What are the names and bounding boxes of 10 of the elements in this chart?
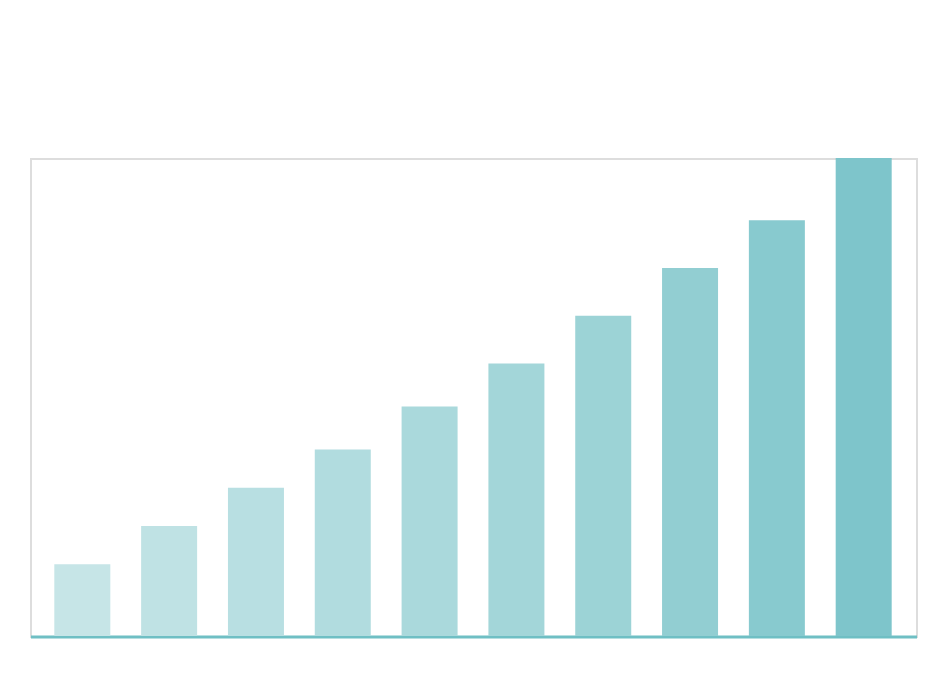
bar xyxy=(835,158,892,636)
bar xyxy=(748,220,805,636)
bar xyxy=(141,526,198,636)
bar xyxy=(575,315,632,636)
bar xyxy=(488,363,545,636)
bar xyxy=(401,406,458,636)
bar xyxy=(227,487,284,636)
bar xyxy=(314,449,371,636)
bar xyxy=(662,267,719,636)
bar xyxy=(54,564,111,636)
